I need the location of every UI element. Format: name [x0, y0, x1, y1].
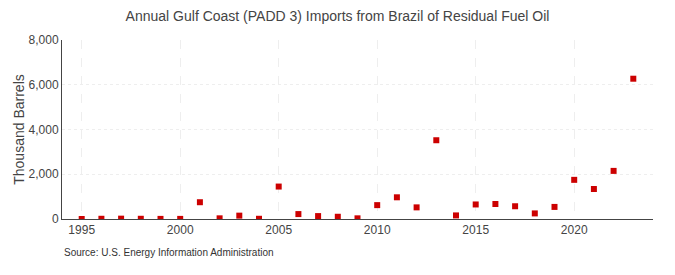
svg-text:2010: 2010 — [364, 223, 391, 237]
svg-text:Thousand Barrels: Thousand Barrels — [11, 74, 27, 185]
svg-text:2015: 2015 — [462, 223, 489, 237]
svg-text:2020: 2020 — [561, 223, 588, 237]
svg-text:1995: 1995 — [68, 223, 95, 237]
svg-text:Source: U.S. Energy Informatio: Source: U.S. Energy Information Administ… — [64, 247, 274, 258]
svg-text:Annual Gulf Coast (PADD 3) Imp: Annual Gulf Coast (PADD 3) Imports from … — [126, 8, 550, 24]
svg-text:8,000: 8,000 — [29, 33, 59, 47]
svg-text:2,000: 2,000 — [29, 167, 59, 181]
svg-text:6,000: 6,000 — [29, 78, 59, 92]
svg-text:2000: 2000 — [167, 223, 194, 237]
svg-text:4,000: 4,000 — [29, 123, 59, 137]
svg-text:2005: 2005 — [265, 223, 292, 237]
svg-text:0: 0 — [52, 212, 59, 226]
